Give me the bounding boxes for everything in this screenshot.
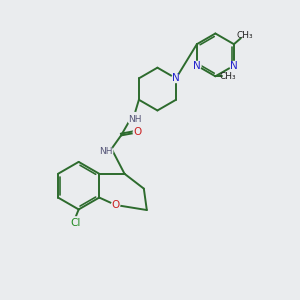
Text: O: O bbox=[133, 128, 142, 137]
Text: N: N bbox=[193, 61, 201, 70]
Circle shape bbox=[230, 61, 238, 70]
Text: N: N bbox=[172, 74, 180, 83]
Text: CH₃: CH₃ bbox=[236, 31, 253, 40]
Circle shape bbox=[133, 128, 142, 136]
Circle shape bbox=[111, 201, 120, 209]
Text: O: O bbox=[112, 200, 120, 210]
Text: CH₃: CH₃ bbox=[220, 72, 236, 81]
Circle shape bbox=[70, 217, 82, 229]
Circle shape bbox=[172, 74, 180, 82]
Text: Cl: Cl bbox=[70, 218, 81, 228]
Text: N: N bbox=[230, 61, 238, 70]
Circle shape bbox=[193, 61, 201, 70]
Circle shape bbox=[128, 112, 141, 126]
Circle shape bbox=[100, 145, 113, 158]
Text: NH: NH bbox=[128, 115, 141, 124]
Text: NH: NH bbox=[100, 147, 113, 156]
